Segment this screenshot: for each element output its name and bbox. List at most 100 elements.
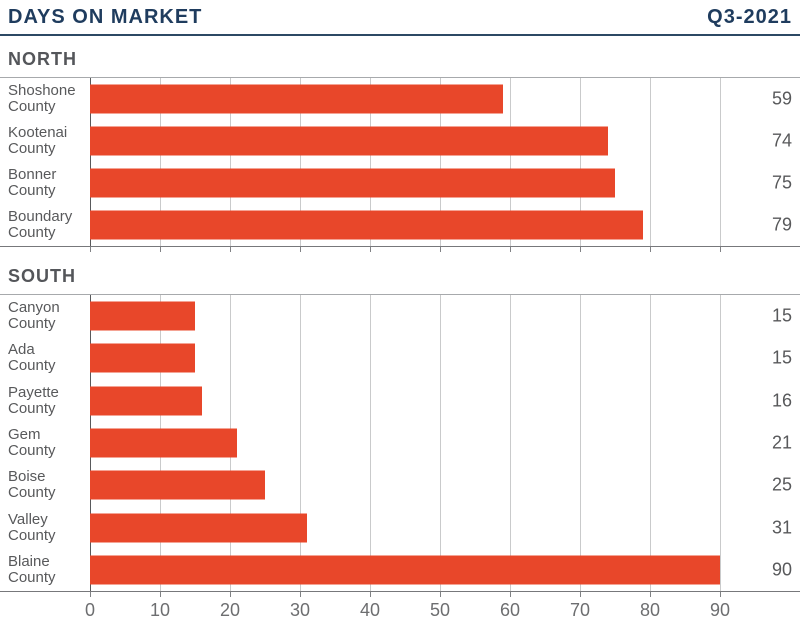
section-label-south: SOUTH [8, 266, 76, 286]
gridline-40 [370, 78, 371, 246]
gridline-90 [720, 295, 721, 591]
value-label: 74 [771, 130, 792, 151]
gridline-50 [440, 78, 441, 246]
gridline-20 [230, 78, 231, 246]
x-axis-label-10: 10 [149, 600, 171, 620]
bar-row: Gem County 21 [0, 422, 800, 464]
bar-row: Kootenai County 74 [0, 120, 800, 162]
bar-row: Valley County 31 [0, 506, 800, 548]
category-label: Ada County [8, 341, 56, 375]
bar [90, 301, 195, 331]
tick-mark-60 [510, 247, 511, 252]
tick-mark-90 [720, 592, 721, 597]
tick-mark-70 [580, 592, 581, 597]
bar [90, 210, 643, 240]
x-axis-label-0: 0 [84, 600, 95, 620]
category-label: Blaine County [8, 552, 56, 586]
gridline-70 [580, 78, 581, 246]
x-axis-label-30: 30 [289, 600, 311, 620]
bar-row: Shoshone County 59 [0, 78, 800, 120]
tick-mark-90 [720, 247, 721, 252]
tick-mark-70 [580, 247, 581, 252]
category-label: Boise County [8, 468, 56, 502]
category-label: Bonner County [8, 166, 57, 199]
bar [90, 168, 615, 198]
bar-row: Boundary County 79 [0, 204, 800, 246]
bar-row: Bonner County 75 [0, 162, 800, 204]
plot-north: Shoshone County 59 Kootenai County 74 Bonner… [0, 77, 800, 247]
x-axis-labels: 0 10 20 30 40 50 60 70 80 90 [0, 600, 800, 626]
page-title: DAYS ON MARKET [8, 6, 203, 28]
bar-row: Blaine County 90 [0, 549, 800, 591]
bar [90, 386, 202, 416]
x-axis-label-60: 60 [499, 600, 521, 620]
gridline-40 [370, 295, 371, 591]
category-label: Payette County [8, 383, 59, 417]
value-label: 79 [771, 214, 792, 235]
category-label: Kootenai County [8, 124, 68, 157]
bar [90, 470, 265, 500]
period-label: Q3-2021 [707, 6, 792, 28]
value-label: 16 [771, 390, 792, 411]
axis-ticks-south [0, 592, 800, 598]
gridline-80 [650, 295, 651, 591]
tick-mark-10 [160, 592, 161, 597]
chart-root: NORTH Shoshone County 59 Kootenai County 74 B… [0, 49, 800, 626]
gridline-90 [720, 78, 721, 246]
bar-row: Canyon County 15 [0, 295, 800, 337]
x-axis-label-20: 20 [219, 600, 241, 620]
gridline-80 [650, 78, 651, 246]
category-label: Gem County [8, 425, 56, 459]
gridline-30 [300, 78, 301, 246]
gridline-10 [160, 78, 161, 246]
tick-mark-50 [440, 247, 441, 252]
tick-mark-20 [230, 247, 231, 252]
tick-mark-20 [230, 592, 231, 597]
bar-row: Payette County 16 [0, 380, 800, 422]
bar [90, 126, 608, 156]
bar [90, 428, 237, 458]
tick-mark-10 [160, 247, 161, 252]
value-label: 31 [771, 517, 792, 538]
bar-row: Boise County 25 [0, 464, 800, 506]
gridline-70 [580, 295, 581, 591]
tick-mark-30 [300, 247, 301, 252]
value-label: 25 [771, 474, 792, 495]
tick-mark-80 [650, 247, 651, 252]
gridline-30 [300, 295, 301, 591]
x-axis-label-50: 50 [429, 600, 451, 620]
value-label: 15 [771, 305, 792, 326]
x-axis-label-70: 70 [569, 600, 591, 620]
value-label: 21 [771, 432, 792, 453]
gridline-60 [510, 295, 511, 591]
gridline-50 [440, 295, 441, 591]
tick-mark-0 [90, 247, 91, 252]
category-label: Shoshone County [8, 82, 76, 115]
gridline-60 [510, 78, 511, 246]
value-label: 15 [771, 347, 792, 368]
tick-mark-40 [370, 592, 371, 597]
bar [90, 343, 195, 373]
report-header: DAYS ON MARKET Q3-2021 [0, 0, 800, 36]
tick-mark-40 [370, 247, 371, 252]
tick-mark-60 [510, 592, 511, 597]
bar [90, 513, 307, 543]
value-label: 59 [771, 88, 792, 109]
bar [90, 555, 720, 585]
value-label: 90 [771, 559, 792, 580]
plot-south: Canyon County 15 Ada County 15 Payette Count… [0, 294, 800, 592]
tick-mark-0 [90, 592, 91, 597]
tick-mark-30 [300, 592, 301, 597]
axis-ticks-north [0, 247, 800, 253]
value-label: 75 [771, 172, 792, 193]
x-axis-label-90: 90 [709, 600, 731, 620]
rows-north: Shoshone County 59 Kootenai County 74 Bonner… [0, 78, 800, 246]
x-axis-label-80: 80 [639, 600, 661, 620]
bar [90, 84, 503, 114]
x-axis-label-40: 40 [359, 600, 381, 620]
category-label: Canyon County [8, 299, 60, 333]
y-axis-line [90, 78, 91, 246]
rows-south: Canyon County 15 Ada County 15 Payette Count… [0, 295, 800, 591]
tick-mark-80 [650, 592, 651, 597]
